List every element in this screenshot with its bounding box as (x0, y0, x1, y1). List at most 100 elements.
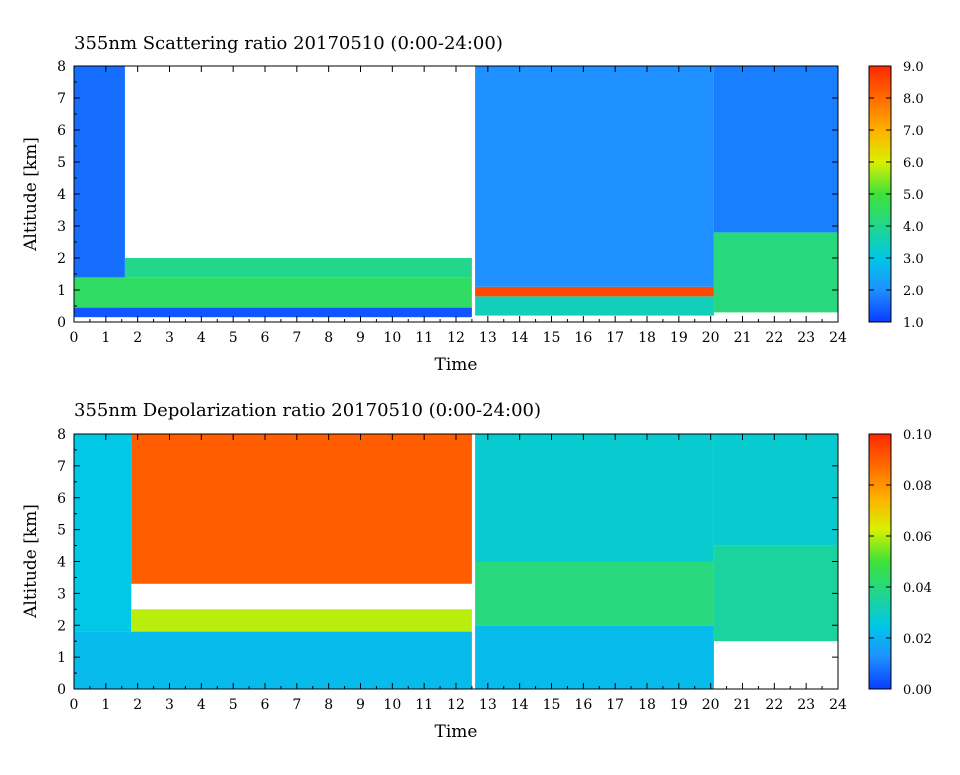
y-tick-label: 8 (57, 59, 66, 75)
y-tick-label: 7 (57, 459, 66, 475)
x-tick-label: 11 (415, 330, 433, 346)
depolarization-heatmap (74, 434, 838, 689)
depolarization-ratio-panel: 355nm Depolarization ratio 20170510 (0:0… (21, 400, 932, 742)
scattering-heatmap (74, 66, 838, 318)
colorbar-tick-label: 7.0 (903, 124, 924, 139)
x-tick-label: 15 (543, 330, 561, 346)
heatmap-region-4 (475, 625, 714, 689)
colorbar-tick-label: 5.0 (903, 188, 924, 203)
x-tick-label: 22 (765, 330, 783, 346)
y-tick-label: 6 (57, 123, 66, 139)
heatmap-region-3 (131, 434, 472, 584)
x-tick-label: 14 (511, 697, 529, 713)
heatmap-region-8 (713, 434, 838, 546)
x-tick-label: 4 (197, 697, 206, 713)
y-tick-label: 5 (57, 523, 66, 539)
x-tick-label: 0 (70, 697, 79, 713)
y-tick-label: 8 (57, 427, 66, 443)
heatmap-region-5 (475, 561, 714, 626)
y-tick-label: 4 (57, 187, 66, 203)
heatmap-region-6 (475, 66, 714, 287)
y-tick-label: 2 (57, 618, 66, 634)
x-tick-label: 13 (479, 697, 497, 713)
x-tick-label: 20 (702, 697, 720, 713)
x-tick-label: 9 (356, 697, 365, 713)
x-tick-label: 9 (356, 330, 365, 346)
x-tick-label: 2 (133, 330, 142, 346)
colorbar-tick-label: 1.0 (903, 316, 924, 331)
scattering-colorbar-ticks: 1.0 2.0 3.0 4.0 5.0 6.0 7.0 8.0 9.0 (869, 60, 924, 331)
colorbar-tick-label: 6.0 (903, 156, 924, 171)
x-tick-label: 5 (229, 697, 238, 713)
x-tick-label: 15 (543, 697, 561, 713)
x-tick-label: 14 (511, 330, 529, 346)
scattering-ratio-panel: 355nm Scattering ratio 20170510 (0:00-24… (21, 33, 924, 375)
heatmap-region-2 (74, 277, 472, 308)
x-tick-label: 1 (101, 330, 110, 346)
y-tick-label: 1 (57, 650, 66, 666)
scattering-title: 355nm Scattering ratio 20170510 (0:00-24… (74, 33, 503, 54)
y-tick-label: 7 (57, 91, 66, 107)
colorbar-tick-label: 4.0 (903, 220, 924, 235)
depolarization-x-axis: 0 1 2 3 4 5 6 7 8 9 10 11 12 13 14 15 16 17 18 19 20 21 22 23 24 (70, 434, 847, 713)
x-tick-label: 1 (101, 697, 110, 713)
heatmap-region-6 (475, 434, 714, 562)
x-tick-label: 19 (670, 697, 688, 713)
x-tick-label: 6 (261, 330, 270, 346)
x-tick-label: 3 (165, 330, 174, 346)
x-tick-label: 24 (829, 330, 847, 346)
depolarization-colorbar (868, 433, 892, 690)
heatmap-region-0 (74, 307, 472, 318)
y-tick-label: 5 (57, 155, 66, 171)
x-tick-label: 23 (797, 330, 815, 346)
scattering-y-axis: 0 1 2 3 4 5 6 7 8 (57, 59, 838, 331)
x-tick-label: 16 (574, 330, 592, 346)
x-tick-label: 18 (638, 330, 656, 346)
heatmap-region-2 (131, 609, 472, 632)
colorbar-tick-label: 0.10 (903, 428, 932, 443)
colorbar-tick-label: 9.0 (903, 60, 924, 75)
heatmap-region-5 (475, 286, 714, 297)
x-tick-label: 10 (383, 330, 401, 346)
y-tick-label: 1 (57, 283, 66, 299)
x-tick-label: 3 (165, 697, 174, 713)
x-tick-label: 17 (606, 330, 624, 346)
colorbar-tick-label: 2.0 (903, 284, 924, 299)
x-tick-label: 7 (292, 697, 301, 713)
depolarization-title: 355nm Depolarization ratio 20170510 (0:0… (74, 400, 541, 421)
y-tick-label: 2 (57, 251, 66, 267)
x-tick-label: 6 (261, 697, 270, 713)
x-tick-label: 2 (133, 697, 142, 713)
x-tick-label: 10 (383, 697, 401, 713)
x-tick-label: 13 (479, 330, 497, 346)
x-tick-label: 11 (415, 697, 433, 713)
x-tick-label: 23 (797, 697, 815, 713)
scattering-y-label: Altitude [km] (21, 137, 41, 252)
x-tick-label: 20 (702, 330, 720, 346)
x-tick-label: 0 (70, 330, 79, 346)
y-tick-label: 3 (57, 219, 66, 235)
x-tick-label: 16 (574, 697, 592, 713)
x-tick-label: 19 (670, 330, 688, 346)
x-tick-label: 12 (447, 697, 465, 713)
x-tick-label: 7 (292, 330, 301, 346)
x-tick-label: 8 (324, 330, 333, 346)
colorbar-tick-label: 0.04 (903, 581, 932, 596)
heatmap-region-4 (475, 296, 714, 316)
colorbar-tick-label: 3.0 (903, 252, 924, 267)
x-tick-label: 8 (324, 697, 333, 713)
depolarization-colorbar-ticks: 0.00 0.02 0.04 0.06 0.08 0.10 (869, 428, 932, 698)
heatmap-region-7 (713, 545, 838, 642)
x-tick-label: 21 (734, 330, 752, 346)
colorbar-tick-label: 0.02 (903, 632, 932, 647)
heatmap-region-1 (74, 434, 132, 632)
colorbar-tick-label: 8.0 (903, 92, 924, 107)
depolarization-x-label: Time (435, 722, 478, 742)
scattering-x-axis: 0 1 2 3 4 5 6 7 8 9 10 11 12 13 14 15 16 17 18 19 20 21 22 23 24 (70, 66, 847, 346)
y-tick-label: 0 (57, 315, 66, 331)
depolarization-y-label: Altitude [km] (21, 504, 41, 619)
colorbar-tick-label: 0.06 (903, 530, 932, 545)
y-tick-label: 4 (57, 555, 66, 571)
